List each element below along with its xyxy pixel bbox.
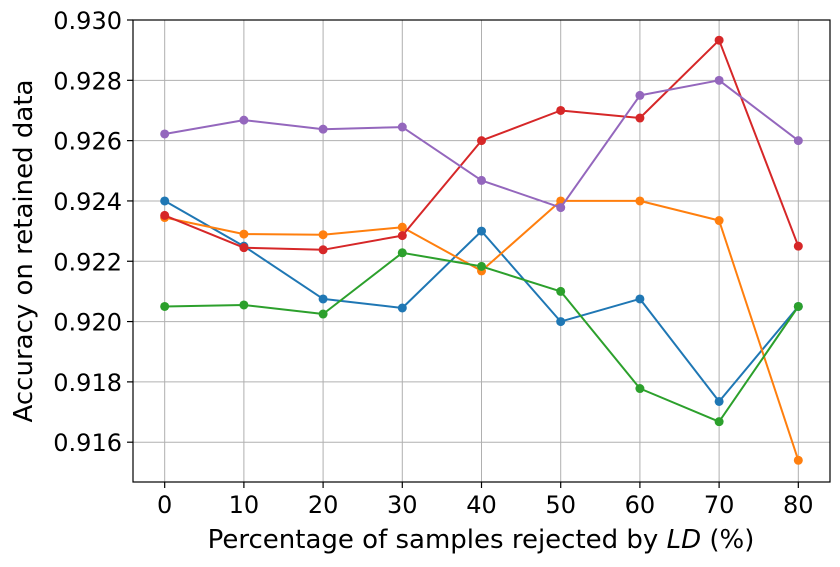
data-point (160, 196, 170, 206)
x-tick-label: 0 (157, 491, 172, 519)
data-point (556, 203, 566, 213)
y-tick-label: 0.926 (53, 128, 122, 156)
y-tick-label: 0.930 (53, 7, 122, 35)
x-axis-title-prefix: Percentage of samples rejected by (208, 525, 667, 555)
x-axis-title: Percentage of samples rejected by LD (%) (208, 525, 755, 555)
y-tick-label: 0.920 (53, 309, 122, 337)
x-tick-label: 60 (625, 491, 656, 519)
data-point (635, 90, 645, 100)
series-group (160, 35, 803, 465)
x-axis-title-italic: LD (667, 525, 702, 555)
data-point (239, 229, 249, 239)
y-axis: 0.916 0.918 0.920 0.922 0.924 0.926 0.928 0.930 (53, 7, 133, 457)
data-point (714, 75, 724, 85)
x-axis-title-suffix: (%) (701, 525, 754, 555)
data-point (793, 136, 803, 146)
y-tick-label: 0.918 (53, 369, 122, 397)
data-point (635, 196, 645, 206)
series-4 (160, 35, 803, 255)
series-5 (160, 75, 803, 213)
data-point (318, 124, 328, 134)
data-point (160, 129, 170, 139)
data-point (239, 115, 249, 125)
data-point (318, 309, 328, 319)
data-point (239, 300, 249, 310)
data-point (556, 105, 566, 115)
x-tick-label: 50 (545, 491, 576, 519)
y-tick-label: 0.922 (53, 248, 122, 276)
data-point (556, 317, 566, 327)
x-tick-label: 80 (783, 491, 814, 519)
data-point (714, 35, 724, 45)
x-tick-label: 70 (704, 491, 735, 519)
data-point (714, 216, 724, 226)
data-point (318, 230, 328, 240)
y-axis-title: Accuracy on retained data (9, 80, 39, 423)
data-point (239, 243, 249, 253)
data-point (318, 245, 328, 255)
y-tick-label: 0.916 (53, 429, 122, 457)
data-point (397, 248, 407, 258)
data-point (793, 301, 803, 311)
data-point (397, 222, 407, 232)
data-point (477, 175, 486, 185)
data-point (635, 113, 645, 123)
data-point (477, 261, 486, 271)
x-axis: 0 10 20 30 40 50 60 70 80 (157, 482, 814, 519)
data-point (160, 301, 170, 311)
data-point (793, 241, 803, 251)
data-point (397, 231, 407, 241)
x-tick-label: 40 (466, 491, 497, 519)
data-point (397, 122, 407, 132)
x-tick-label: 10 (229, 491, 260, 519)
data-point (793, 455, 803, 465)
data-point (318, 294, 328, 304)
y-tick-label: 0.928 (53, 67, 122, 95)
x-tick-label: 30 (387, 491, 418, 519)
x-tick-label: 20 (308, 491, 339, 519)
data-point (477, 136, 486, 146)
data-point (556, 286, 566, 296)
data-point (635, 384, 645, 394)
y-tick-label: 0.924 (53, 188, 122, 216)
data-point (714, 396, 724, 406)
data-point (160, 210, 170, 220)
data-point (477, 226, 486, 236)
series-1 (160, 196, 803, 406)
data-point (397, 303, 407, 313)
data-point (714, 417, 724, 427)
data-point (635, 294, 645, 304)
series-3 (160, 248, 803, 427)
